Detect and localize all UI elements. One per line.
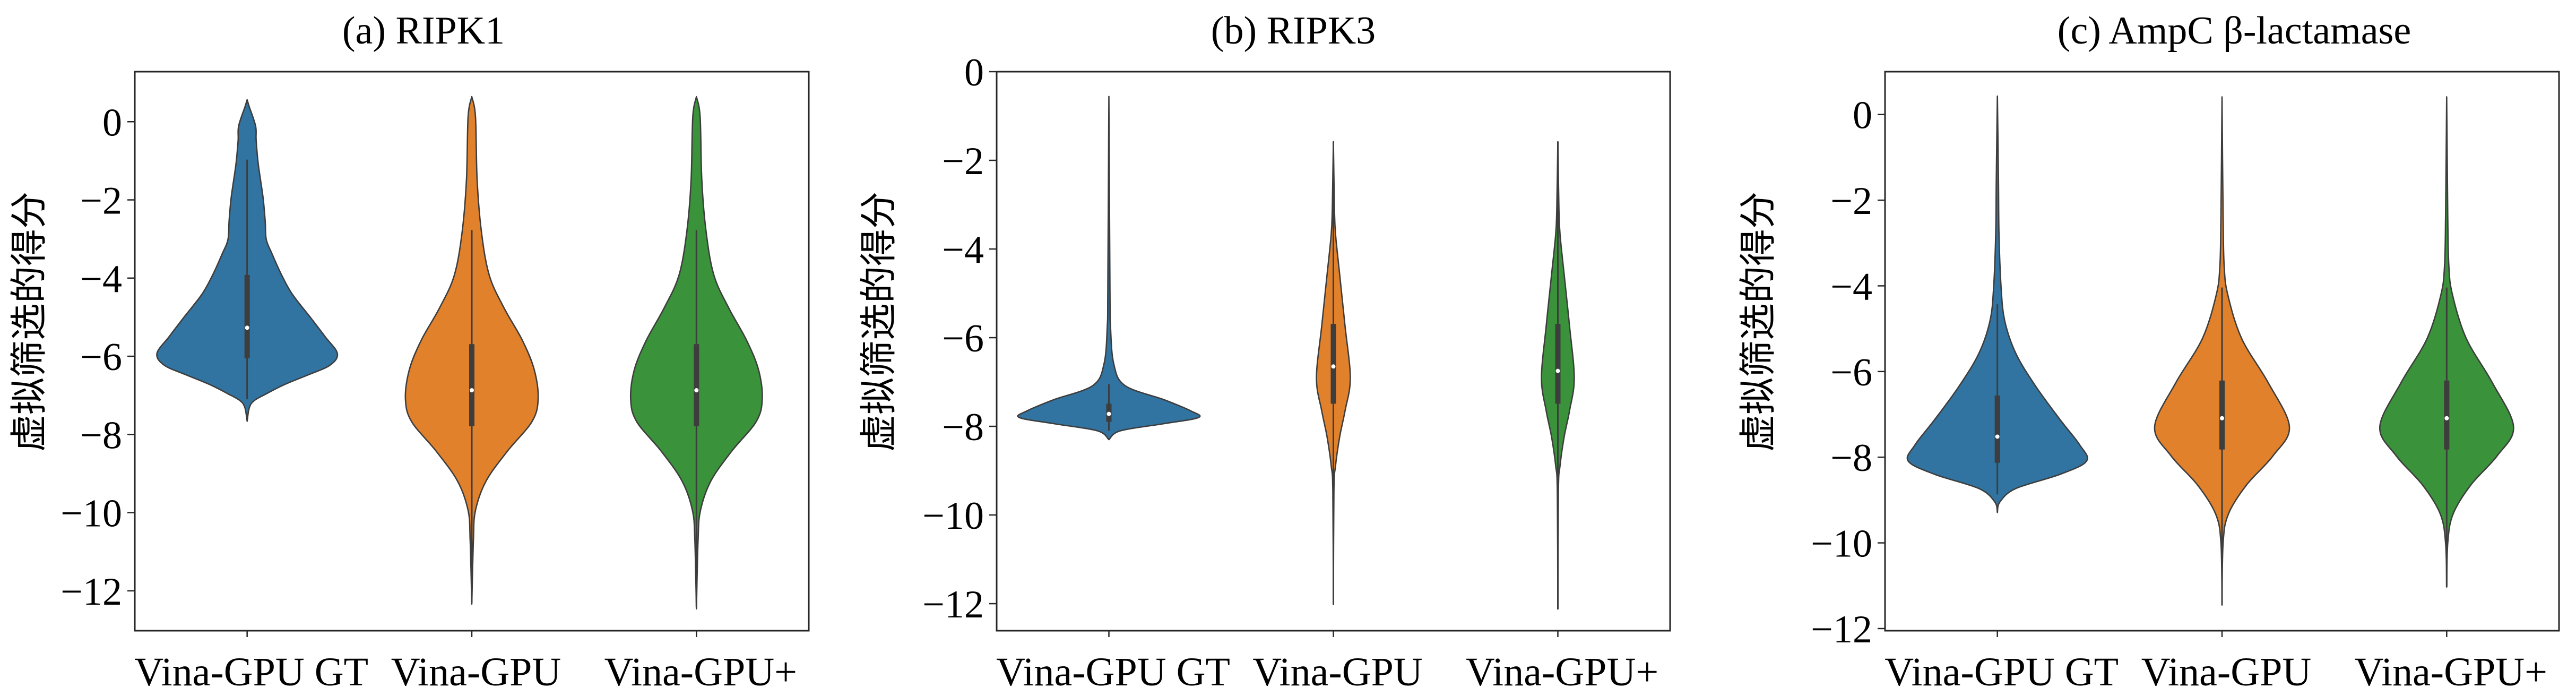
y-tick-label: −2 — [942, 140, 984, 183]
chart-title: (a) RIPK1 — [342, 9, 505, 53]
chart-title: (b) RIPK3 — [1211, 9, 1376, 53]
median-dot — [2444, 416, 2449, 420]
iqr-box — [2219, 380, 2225, 450]
median-dot — [1331, 364, 1336, 369]
chart-title: (c) AmpC β-lactamase — [2058, 9, 2411, 53]
median-dot — [470, 388, 474, 393]
panel-c: (c) AmpC β-lactamase 虚拟筛选的得分 0 −2 −4 −6 −8 −10 −… — [1739, 9, 2560, 694]
x-tick-label: Vina-GPU+ — [2355, 650, 2547, 694]
panel-a: (a) RIPK1 虚拟筛选的得分 0 −2 −4 −6 −8 −10 −12 Vina-GPU … — [10, 9, 810, 694]
y-tick-label: −12 — [1811, 608, 1872, 651]
iqr-box — [2444, 380, 2450, 450]
violins — [1906, 95, 2514, 606]
panel-b: (b) RIPK3 虚拟筛选的得分 0 −2 −4 −6 −8 −10 −12 Vina-GPU … — [859, 9, 1671, 694]
median-dot — [245, 325, 249, 330]
y-tick-label: −6 — [80, 336, 122, 379]
x-tick-label: Vina-GPU — [1252, 650, 1423, 694]
y-tick-label: −8 — [80, 414, 122, 457]
violins — [1017, 96, 1575, 610]
y-tick-label: −10 — [1811, 522, 1872, 566]
y-axis-label: 虚拟筛选的得分 — [10, 192, 50, 452]
median-dot — [694, 388, 699, 393]
y-tick-label: −10 — [60, 492, 122, 536]
y-axis-label: 虚拟筛选的得分 — [859, 192, 900, 452]
x-tick-label: Vina-GPU GT — [996, 650, 1230, 694]
y-tick-label: −8 — [1830, 436, 1872, 480]
iqr-box — [469, 344, 474, 426]
x-tick-label: Vina-GPU+ — [604, 650, 797, 694]
y-tick-label: −2 — [80, 179, 122, 223]
y-tick-label: −12 — [60, 570, 122, 614]
median-dot — [1995, 434, 2000, 439]
x-tick-label: Vina-GPU GT — [1885, 650, 2119, 694]
y-tick-label: −6 — [942, 317, 984, 360]
iqr-box — [1994, 396, 2000, 463]
iqr-box — [1330, 324, 1336, 404]
y-tick-label: −10 — [922, 494, 984, 538]
y-tick-label: −4 — [80, 257, 122, 301]
median-dot — [1555, 368, 1560, 373]
violins — [156, 96, 763, 610]
median-dot — [1107, 411, 1111, 416]
median-dot — [2220, 416, 2224, 420]
y-tick-label: −6 — [1830, 351, 1872, 394]
x-tick-label: Vina-GPU+ — [1466, 650, 1658, 694]
violin-vina-gpu-gt — [1017, 96, 1201, 441]
x-tick-label: Vina-GPU GT — [134, 650, 368, 694]
y-tick-label: −8 — [942, 406, 984, 449]
y-tick-label: 0 — [1853, 94, 1872, 138]
iqr-box — [1555, 324, 1561, 404]
x-tick-label: Vina-GPU — [2141, 650, 2312, 694]
iqr-box — [694, 344, 699, 426]
y-tick-label: −2 — [1830, 179, 1872, 223]
y-axis-label: 虚拟筛选的得分 — [1739, 192, 1779, 452]
x-tick-label: Vina-GPU — [391, 650, 561, 694]
y-tick-label: 0 — [102, 101, 122, 144]
iqr-box — [244, 274, 250, 358]
y-tick-label: −4 — [942, 228, 984, 272]
y-tick-label: 0 — [964, 51, 984, 94]
y-tick-label: −4 — [1830, 265, 1872, 308]
y-tick-label: −12 — [922, 583, 984, 626]
